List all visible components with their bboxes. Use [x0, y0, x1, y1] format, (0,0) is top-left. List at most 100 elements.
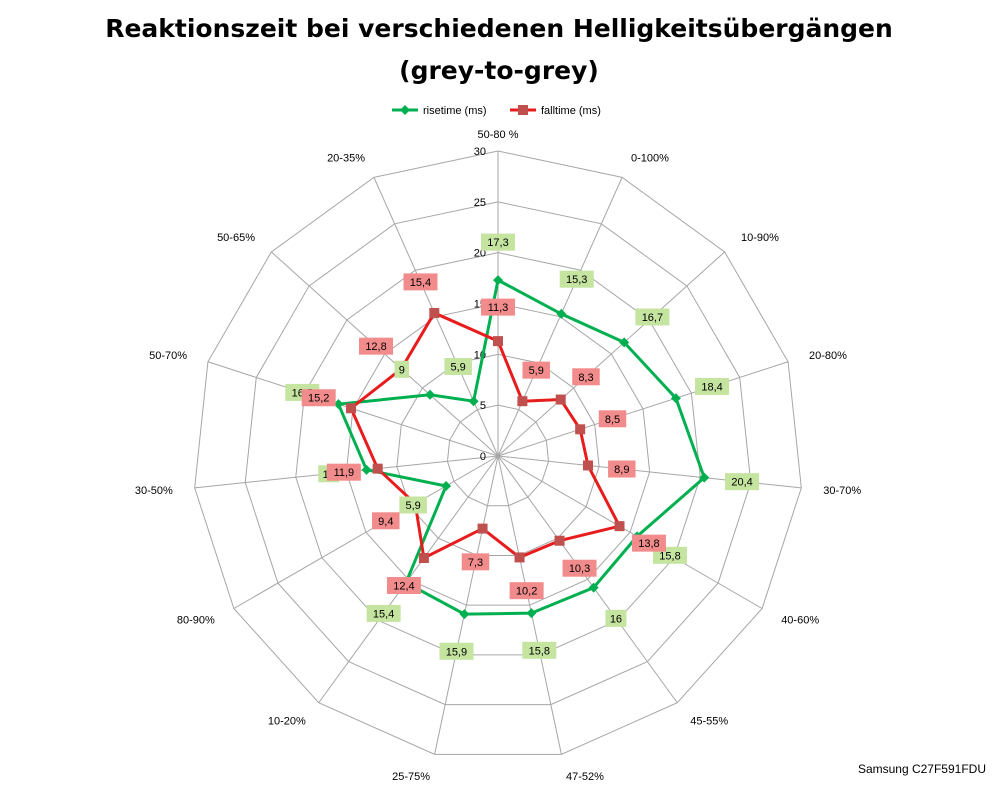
data-label-text: 11,9	[334, 467, 355, 479]
data-label-text: 5,9	[450, 361, 465, 373]
data-point	[429, 307, 440, 318]
data-label-bg	[631, 534, 666, 552]
grid-ring	[446, 404, 550, 507]
data-label-bg	[301, 389, 336, 407]
data-label: 20,4	[725, 473, 760, 491]
data-point	[477, 523, 488, 534]
data-label-bg	[509, 582, 544, 600]
data-point	[441, 480, 452, 491]
data-point	[555, 394, 566, 405]
data-label: 15,8	[522, 641, 557, 659]
data-label: 15,9	[439, 642, 474, 660]
data-point	[670, 393, 681, 404]
data-point	[418, 552, 429, 563]
data-point	[514, 552, 525, 563]
data-label: 11,3	[481, 298, 515, 316]
category-label: 20-80%	[809, 350, 847, 362]
data-point	[517, 396, 528, 407]
category-label: 50-80 %	[478, 129, 519, 141]
data-label: 18,4	[695, 377, 730, 395]
data-label-bg	[522, 641, 557, 659]
data-label-bg	[635, 308, 670, 326]
legend-item: risetime (ms)	[392, 105, 487, 117]
category-label: 10-20%	[268, 716, 306, 728]
data-label-text: 17,3	[487, 237, 508, 249]
data-label: 8,3	[572, 368, 600, 386]
data-label-bg	[598, 410, 627, 428]
data-point	[556, 308, 567, 319]
category-label: 30-70%	[823, 485, 861, 497]
data-label-text: 15,3	[566, 274, 587, 286]
grid-ring	[194, 150, 802, 755]
data-label: 17,3	[481, 233, 515, 251]
tick-label: 30	[474, 146, 486, 158]
data-label-bg	[439, 642, 474, 660]
category-label: 45-55%	[690, 716, 728, 728]
data-label: 5,9	[522, 361, 550, 379]
legend-item: falltime (ms)	[510, 105, 601, 117]
data-label-bg	[444, 357, 472, 375]
chart-title-line2: (grey-to-grey)	[399, 56, 599, 85]
category-label: 50-70%	[149, 350, 187, 362]
category-label: 50-65%	[217, 232, 255, 244]
legend-marker	[400, 105, 410, 115]
legend-label: risetime (ms)	[423, 105, 487, 117]
series-line	[349, 311, 622, 561]
data-label-text: 15,9	[446, 646, 467, 658]
data-label: 15,2	[301, 389, 336, 407]
category-label: 30-50%	[135, 485, 173, 497]
category-labels: 50-80 % 0-100% 10-90% 20-80% 30-70% 40-60% 45-…	[135, 129, 861, 783]
data-label-bg	[399, 496, 427, 514]
data-label-bg	[481, 298, 515, 316]
data-point	[493, 275, 503, 286]
data-point	[346, 403, 357, 414]
data-labels: 17,3 15,3 16,7 18,4 20,4 15,8 16 15,8 15,9 15,4 5,…	[285, 233, 760, 660]
data-label-bg	[394, 360, 410, 378]
data-label-text: 5,9	[529, 365, 544, 377]
data-label-bg	[386, 576, 421, 594]
data-label-bg	[326, 463, 361, 481]
series-line	[336, 277, 707, 616]
data-label: 15,4	[403, 273, 438, 291]
data-label-bg	[359, 337, 394, 355]
data-label-bg	[725, 473, 760, 491]
data-point	[468, 396, 479, 407]
tick-label: 20	[474, 248, 486, 260]
data-label-text: 15,8	[659, 550, 680, 562]
data-label-bg	[572, 368, 600, 386]
category-label: 25-75%	[392, 771, 430, 783]
grid-spoke	[497, 455, 763, 609]
data-label-bg	[608, 460, 636, 478]
data-label: 9,4	[372, 512, 400, 530]
grid-spoke	[497, 455, 562, 755]
data-point	[614, 521, 625, 532]
data-point	[582, 460, 593, 471]
data-point	[699, 472, 710, 483]
data-label: 8,5	[598, 410, 627, 428]
chart-title-line1: Reaktionszeit bei verschiedenen Helligke…	[105, 14, 893, 43]
category-label: 10-90%	[741, 232, 779, 244]
data-label: 15,3	[559, 270, 594, 288]
data-label-text: 15,4	[373, 608, 394, 620]
data-point	[459, 609, 470, 620]
data-label-text: 11,3	[488, 302, 509, 314]
category-label: 40-60%	[781, 615, 819, 627]
data-label-bg	[481, 233, 515, 251]
grid-ring	[295, 252, 701, 656]
data-point	[588, 582, 599, 593]
data-label-text: 8,5	[605, 414, 620, 426]
data-label: 16	[605, 609, 627, 627]
data-label-text: 15,2	[308, 393, 329, 405]
data-label: 7,3	[461, 553, 490, 571]
tick-label: 25	[474, 197, 486, 209]
series-0	[333, 275, 710, 620]
data-label: 12,4	[386, 576, 421, 594]
data-label-text: 5,9	[405, 500, 420, 512]
data-label-bg	[695, 377, 730, 395]
data-label-bg	[522, 361, 550, 379]
data-label-bg	[559, 270, 594, 288]
grid-ring	[396, 353, 600, 556]
data-label: 5,9	[444, 357, 472, 375]
legend-marker	[518, 105, 528, 115]
data-label-text: 13,8	[638, 538, 659, 550]
